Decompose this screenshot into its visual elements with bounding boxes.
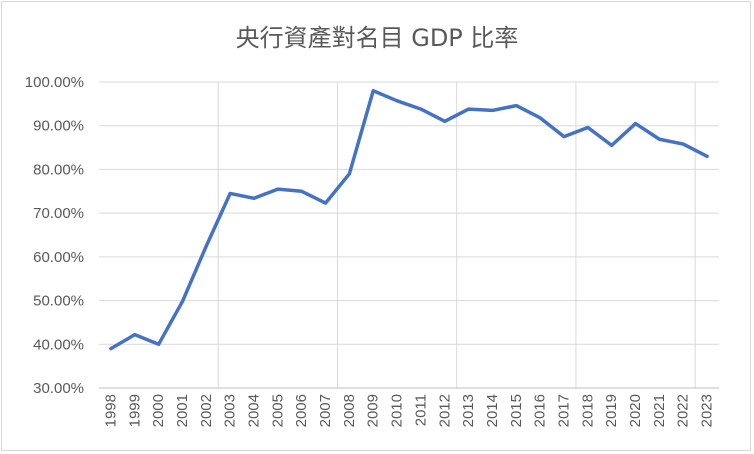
x-axis-ticks: 1998 1999 2000 2001 2002 2003 2004 2005 2006 2007… xyxy=(102,394,715,427)
y-axis-ticks: 30.00% 40.00% 50.00% 60.00% 70.00% 80.00% 90.0… xyxy=(25,74,84,397)
x-tick-label: 1999 xyxy=(126,394,143,427)
y-tick-label: 100.00% xyxy=(25,74,84,91)
x-tick-label: 2001 xyxy=(174,394,191,427)
x-tick-label: 2017 xyxy=(556,394,573,427)
data-point xyxy=(419,107,423,111)
x-tick-label: 2014 xyxy=(484,394,501,427)
data-point xyxy=(514,104,518,108)
data-point xyxy=(586,125,590,129)
data-point xyxy=(252,196,256,200)
series-layer xyxy=(109,88,709,351)
x-tick-label: 2005 xyxy=(269,394,286,427)
data-point xyxy=(443,119,447,123)
x-tick-label: 1998 xyxy=(102,394,119,427)
y-tick-label: 50.00% xyxy=(33,293,84,310)
data-point xyxy=(538,116,542,120)
y-tick-label: 80.00% xyxy=(33,161,84,178)
gridlines xyxy=(99,81,719,389)
y-tick-label: 40.00% xyxy=(33,336,84,353)
x-tick-label: 2020 xyxy=(627,394,644,427)
y-tick-label: 90.00% xyxy=(33,118,84,135)
data-point xyxy=(705,154,709,158)
data-point xyxy=(204,244,208,248)
chart-title: 央行資產對名目 GDP 比率 xyxy=(235,24,519,52)
x-tick-label: 2011 xyxy=(412,394,429,426)
y-tick-label: 60.00% xyxy=(33,249,84,266)
x-tick-label: 2015 xyxy=(508,394,525,427)
data-point xyxy=(562,135,566,139)
x-tick-label: 2006 xyxy=(293,394,310,427)
series-line xyxy=(109,88,709,351)
data-point xyxy=(634,122,638,126)
x-tick-label: 2021 xyxy=(651,394,668,427)
data-point xyxy=(395,99,399,103)
data-point xyxy=(371,89,375,93)
x-tick-label: 2008 xyxy=(341,394,358,427)
x-tick-label: 2004 xyxy=(246,394,263,427)
data-point xyxy=(133,333,137,337)
data-point xyxy=(324,201,328,205)
x-tick-label: 2007 xyxy=(317,394,334,427)
x-tick-label: 2016 xyxy=(532,394,549,427)
x-tick-label: 2009 xyxy=(365,394,382,427)
data-point xyxy=(300,189,304,193)
x-tick-label: 2012 xyxy=(436,394,453,427)
data-point xyxy=(467,107,471,111)
x-tick-label: 2003 xyxy=(222,394,239,427)
data-point xyxy=(109,347,113,351)
x-tick-label: 2018 xyxy=(579,394,596,427)
data-point xyxy=(681,142,685,146)
data-point xyxy=(180,299,184,303)
data-point xyxy=(228,191,232,195)
data-point xyxy=(657,137,661,141)
x-tick-label: 2000 xyxy=(150,394,167,427)
data-point xyxy=(347,172,351,176)
data-point xyxy=(490,108,494,112)
y-tick-label: 70.00% xyxy=(33,205,84,222)
data-point xyxy=(610,143,614,147)
x-tick-label: 2019 xyxy=(603,394,620,427)
data-point xyxy=(276,187,280,191)
x-tick-label: 2022 xyxy=(675,394,692,427)
x-tick-label: 2013 xyxy=(460,394,477,427)
x-tick-label: 2010 xyxy=(389,394,406,427)
x-tick-label: 2023 xyxy=(699,394,716,427)
data-point xyxy=(157,342,161,346)
y-tick-label: 30.00% xyxy=(33,380,84,397)
x-tick-label: 2002 xyxy=(198,394,215,427)
